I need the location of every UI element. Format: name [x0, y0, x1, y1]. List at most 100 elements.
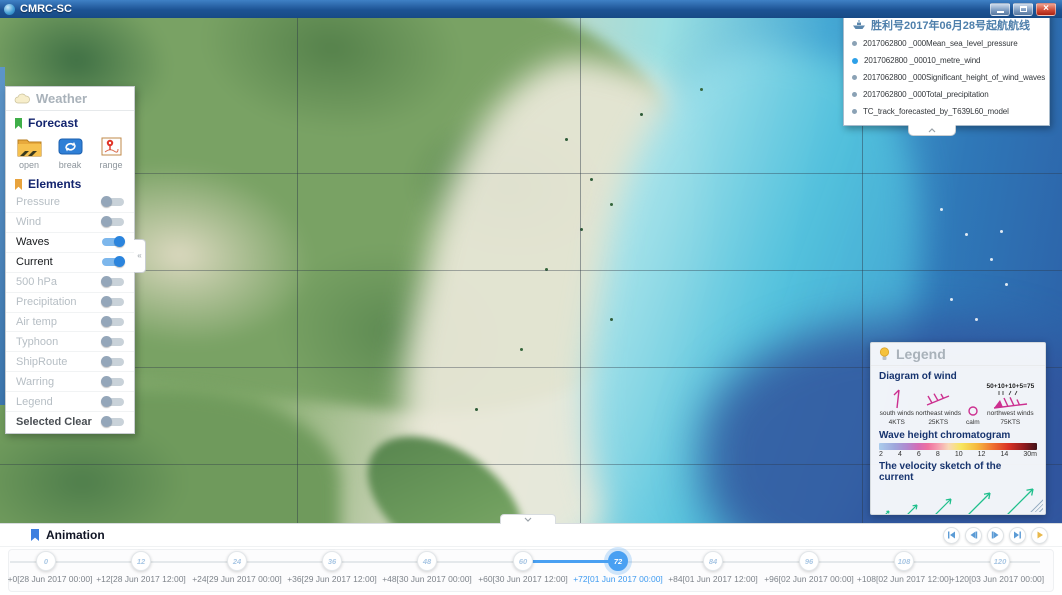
timeline-marker-108[interactable]: 108 — [894, 551, 914, 571]
map-islands-dots — [565, 138, 568, 141]
toggle-knob — [101, 216, 112, 228]
current-legend-entry: 1kn — [905, 503, 919, 514]
wave-colorbar-ticks: 2 4 6 8 10 12 14 30m — [879, 451, 1037, 458]
step-back-button[interactable] — [965, 526, 982, 544]
wind-caption: northwest winds — [987, 410, 1034, 418]
element-row-pressure[interactable]: Pressure — [6, 193, 134, 212]
toggle-precipitation[interactable] — [101, 296, 124, 308]
forecast-buttons: open break range — [6, 132, 134, 172]
route-item-wind[interactable]: 2017062800 _00010_metre_wind — [852, 52, 1041, 69]
play-button[interactable] — [1031, 526, 1048, 544]
element-row-airtemp[interactable]: Air temp — [6, 311, 134, 332]
timeline-marker-48[interactable]: 48 — [417, 551, 437, 571]
element-row-typhoon[interactable]: Typhoon — [6, 331, 134, 351]
timeline-marker-120[interactable]: 120 — [990, 551, 1010, 571]
wind-legend-entry: calm — [962, 397, 984, 427]
toggle-knob — [114, 236, 125, 248]
toggle-typhoon[interactable] — [101, 335, 124, 347]
minimize-icon — [996, 10, 1004, 13]
bullet-icon — [852, 57, 858, 64]
element-row-legend[interactable]: Legend — [6, 391, 134, 411]
minimize-button[interactable] — [990, 2, 1010, 16]
wind-legend-entry: south winds 4KTS — [879, 388, 915, 427]
timeline-marker-36[interactable]: 36 — [322, 551, 342, 571]
timeline-marker-24[interactable]: 24 — [227, 551, 247, 571]
elements-list: Pressure Wind Waves Current 500 hPa Prec… — [6, 193, 134, 431]
toggle-shiproute[interactable] — [101, 355, 124, 367]
route-item-precipitation[interactable]: 2017062800 _000Total_precipitation — [852, 86, 1041, 103]
wind-barb-25kts-icon — [926, 393, 950, 406]
element-label: Waves — [16, 236, 50, 249]
toggle-knob — [101, 355, 112, 367]
element-row-wind[interactable]: Wind — [6, 211, 134, 232]
route-item-tc-track[interactable]: TC_track_forecasted_by_T639L60_model — [852, 103, 1041, 120]
element-label: 500 hPa — [16, 276, 57, 289]
legend-panel-header: Legend — [871, 343, 1045, 366]
timeline-marker-84[interactable]: 84 — [703, 551, 723, 571]
route-item-label: 2017062800 _000Significant_height_of_win… — [863, 73, 1046, 82]
timeline-label: +120[03 Jun 2017 00:00] — [949, 574, 1045, 584]
toggle-airtemp[interactable] — [101, 315, 124, 327]
toggle-knob — [114, 256, 125, 268]
element-row-current[interactable]: Current — [6, 251, 134, 272]
animation-collapse-tab[interactable] — [500, 514, 556, 524]
route-item-pressure[interactable]: 2017062800 _000Mean_sea_level_pressure — [852, 35, 1041, 52]
toggle-waves[interactable] — [102, 236, 125, 248]
timeline-label: +60[30 Jun 2017 12:00] — [478, 574, 568, 584]
map-cloud-dots — [940, 208, 943, 211]
current-legend-row: 0kn 1kn 2kn 3kn — [879, 484, 1037, 514]
route-item-label: 2017062800 _00010_metre_wind — [864, 56, 981, 65]
toggle-selected-clear[interactable] — [101, 415, 124, 427]
timeline-marker-0[interactable]: 0 — [36, 551, 56, 571]
range-button[interactable]: range — [94, 135, 128, 170]
open-button[interactable]: open — [12, 135, 46, 170]
element-row-waves[interactable]: Waves — [6, 231, 134, 252]
toggle-pressure[interactable] — [101, 196, 124, 208]
timeline-label: +24[29 Jun 2017 00:00] — [192, 574, 282, 584]
animation-title: Animation — [46, 528, 105, 542]
maximize-button[interactable] — [1013, 2, 1033, 16]
bullet-icon — [852, 75, 857, 80]
wind-caption: calm — [965, 418, 980, 426]
map-pin-icon — [101, 137, 121, 156]
current-legend-entry: 2kn — [933, 497, 953, 514]
element-row-shiproute[interactable]: ShipRoute — [6, 351, 134, 371]
timeline-marker-72[interactable]: 72 — [608, 551, 628, 571]
timeline-marker-12[interactable]: 12 — [131, 551, 151, 571]
skip-start-button[interactable] — [943, 526, 960, 544]
element-label: ShipRoute — [16, 355, 68, 368]
toggle-legend[interactable] — [101, 395, 124, 407]
close-button[interactable]: × — [1036, 2, 1056, 16]
toggle-500hpa[interactable] — [101, 276, 124, 288]
step-forward-button[interactable] — [987, 526, 1004, 544]
wind-caption: south winds — [879, 410, 914, 418]
step-back-icon — [970, 531, 978, 539]
animation-panel: Animation — [0, 523, 1062, 595]
toggle-current[interactable] — [102, 256, 125, 268]
skip-end-button[interactable] — [1009, 526, 1026, 544]
break-button[interactable]: break — [53, 135, 87, 170]
element-row-selected-clear[interactable]: Selected Clear — [6, 411, 134, 431]
wind-caption: 4KTS — [888, 418, 905, 426]
chevron-left-icon: « — [137, 251, 142, 260]
route-panel: 胜利号2017年06月28号起航航线 2017062800 _000Mean_s… — [843, 10, 1050, 136]
weather-panel-header: Weather — [6, 87, 134, 111]
timeline-marker-96[interactable]: 96 — [799, 551, 819, 571]
wind-legend-row: south winds 4KTS northeast winds 25KTS c… — [879, 383, 1037, 427]
element-row-500hpa[interactable]: 500 hPa — [6, 271, 134, 292]
wave-tick: 6 — [916, 451, 921, 459]
legend-panel: Legend Diagram of wind south winds 4KTS … — [870, 342, 1046, 515]
element-label: Precipitation — [16, 296, 77, 309]
toggle-wind[interactable] — [101, 216, 124, 228]
legend-panel-title: Legend — [896, 346, 946, 362]
element-row-precipitation[interactable]: Precipitation — [6, 291, 134, 312]
toggle-knob — [101, 276, 112, 288]
element-row-warring[interactable]: Warring — [6, 371, 134, 391]
weather-panel-collapse-tab[interactable]: « — [134, 239, 146, 273]
toggle-warring[interactable] — [101, 375, 124, 387]
route-item-waves[interactable]: 2017062800 _000Significant_height_of_win… — [852, 69, 1045, 86]
forecast-bookmark-icon — [15, 117, 22, 129]
timeline-marker-60[interactable]: 60 — [513, 551, 533, 571]
route-panel-title: 胜利号2017年06月28号起航航线 — [871, 20, 1030, 32]
route-panel-collapse-tab[interactable] — [908, 125, 956, 136]
